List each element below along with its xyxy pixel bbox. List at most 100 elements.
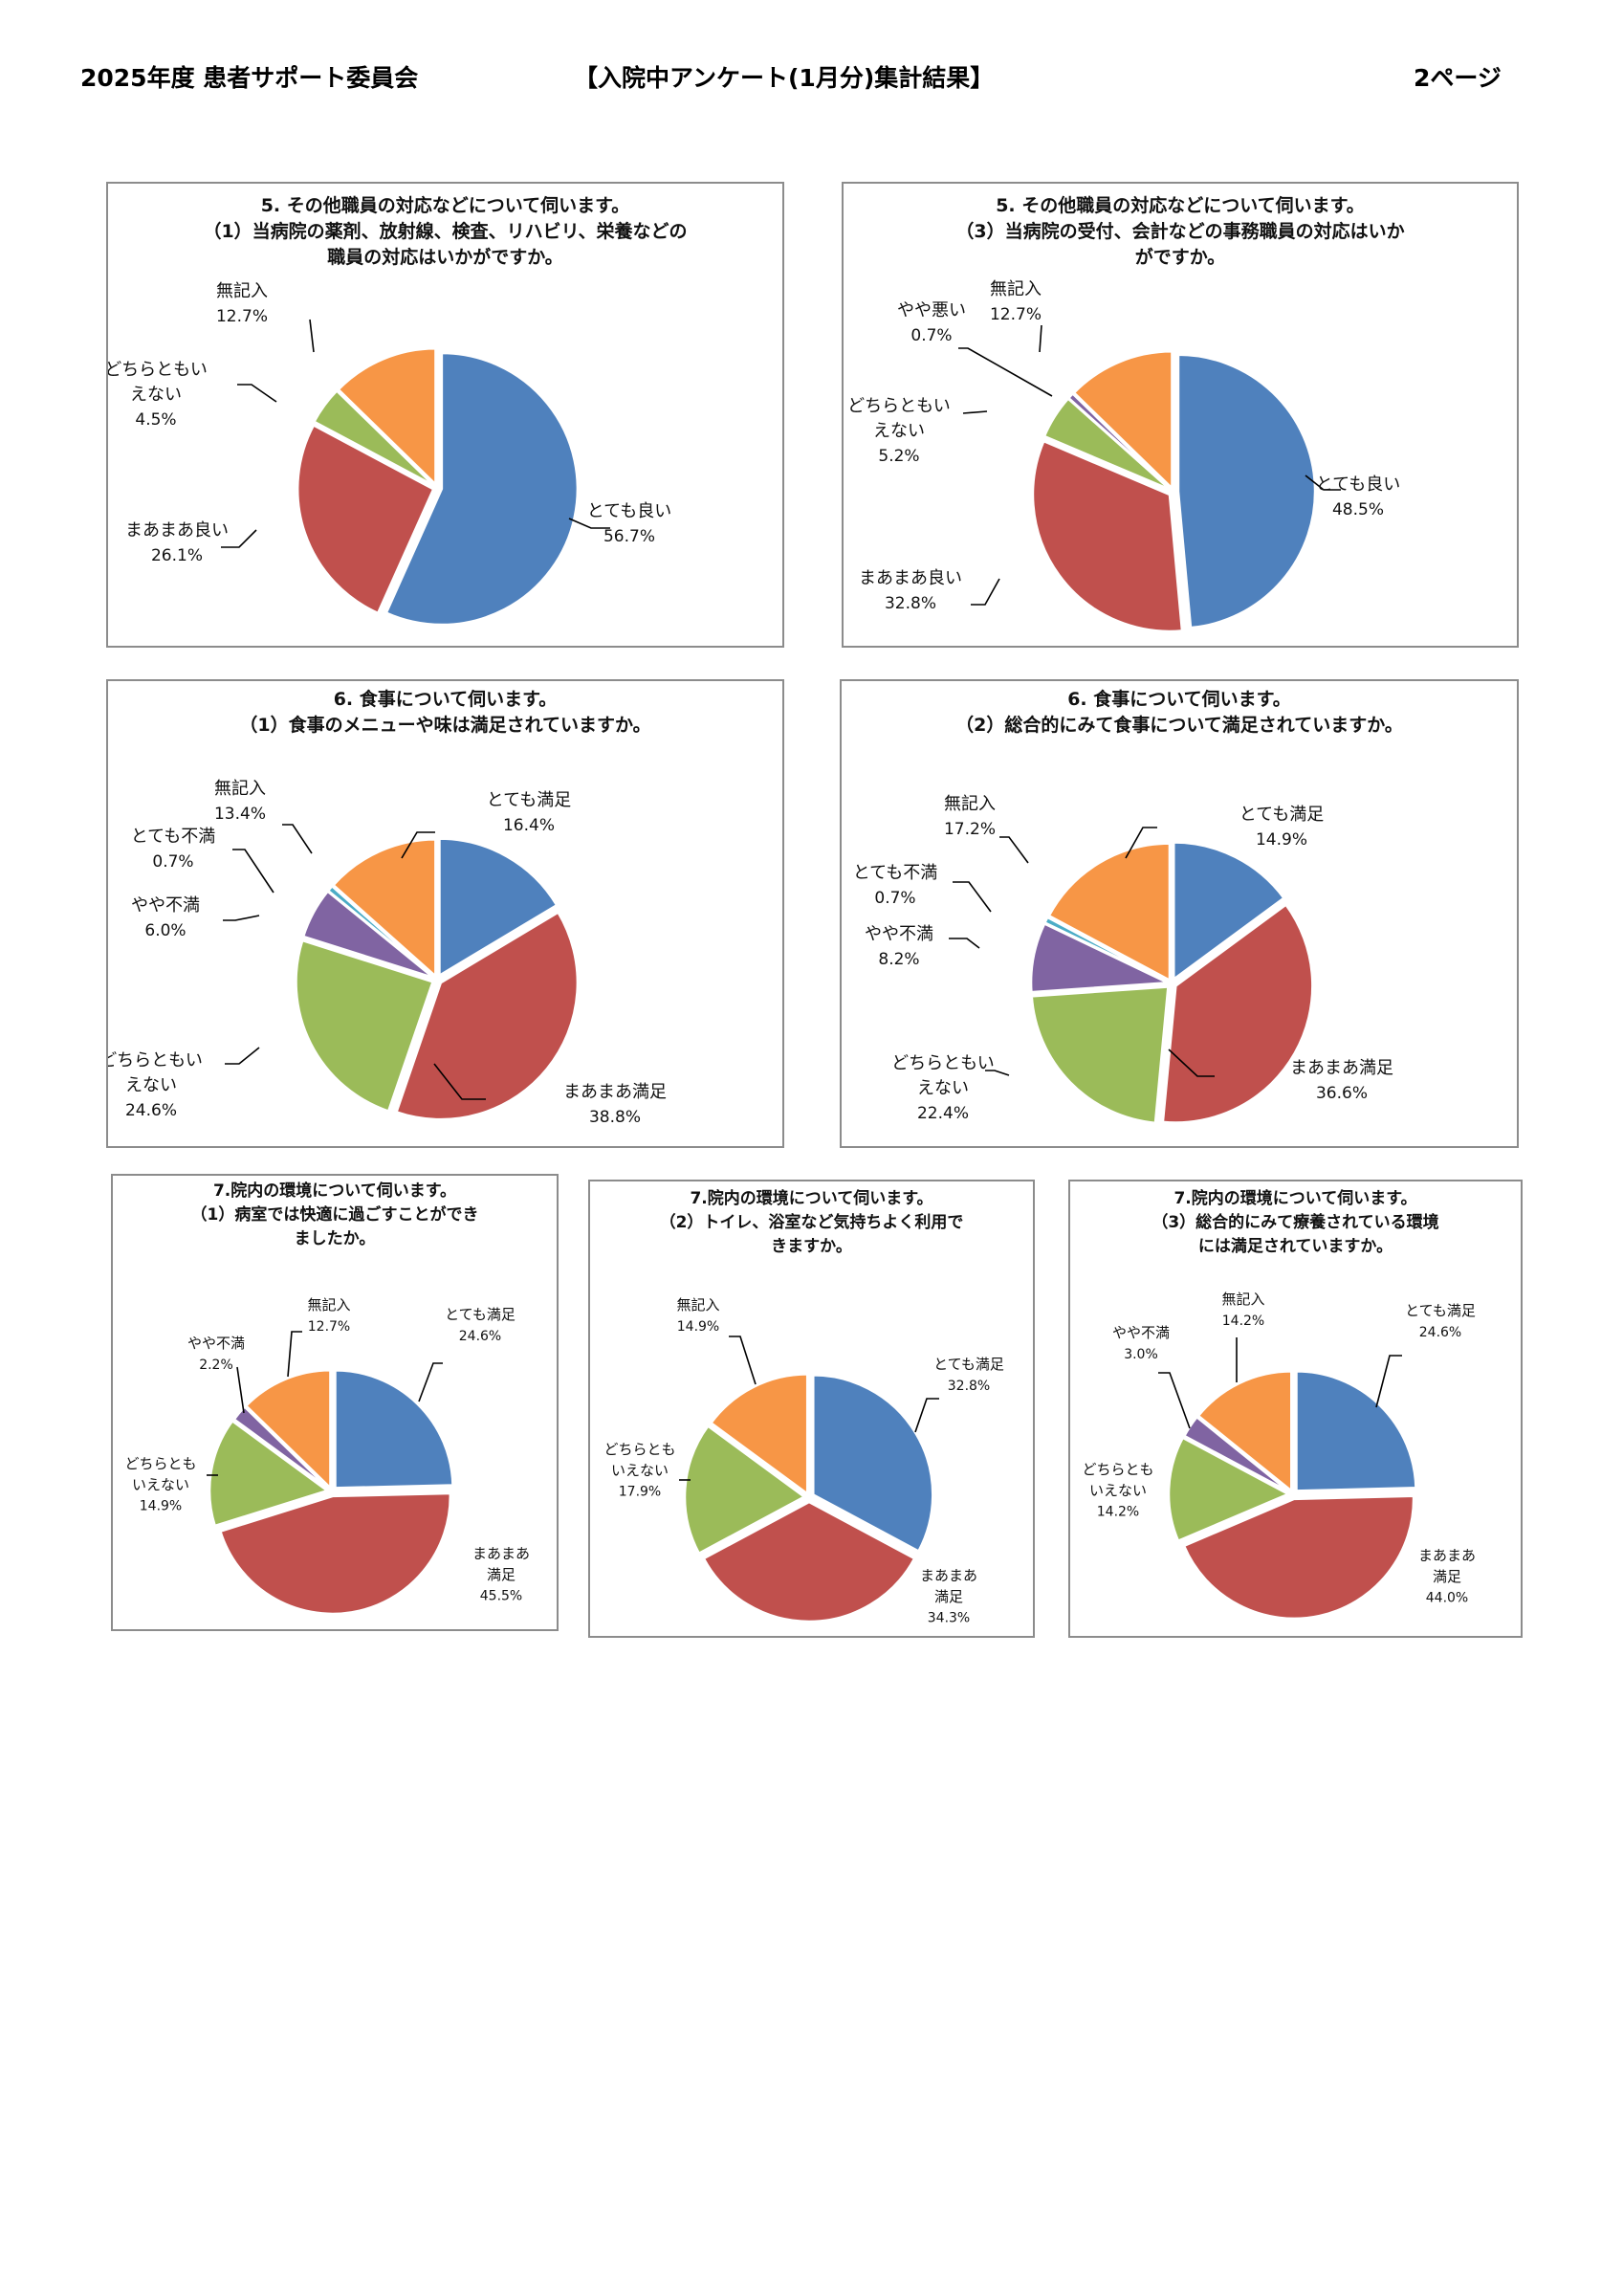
slice-value-label: 24.6% (459, 1329, 501, 1344)
slice-label: どちらともいえない (847, 396, 951, 441)
slice-value-label: 56.7% (603, 527, 655, 546)
slice-value-label: 26.1% (151, 546, 203, 565)
slice-label: とても満足 (1239, 805, 1325, 825)
slice-value-label: 12.7% (990, 305, 1042, 324)
slice-value-label: 32.8% (885, 594, 936, 613)
leader-line (225, 1047, 260, 1065)
slice-label: とても満足 (1405, 1302, 1476, 1319)
slice-value-label: 2.2% (199, 1358, 233, 1373)
pie-slice (312, 388, 435, 487)
slice-label: どちらともいえない (1082, 1461, 1153, 1499)
pie-slice (384, 351, 580, 627)
leader-line (971, 578, 1000, 606)
pie-chart-svg: とても良い 48.5% まあまあ良い 32.8% どちらともいえない 5.2% やや悪い 0.… (847, 279, 1401, 633)
slice-value-label: 3.0% (1124, 1347, 1158, 1362)
header-committee: 2025年度 患者サポート委員会 (80, 64, 419, 92)
chart-title: 6. 食事について伺います。 （1）食事のメニューや味は満足されていますか。 (239, 689, 651, 736)
leader-line (433, 1063, 486, 1100)
slice-label: 無記入 (676, 1296, 719, 1314)
leader-line (309, 319, 315, 353)
pie-slice (337, 347, 437, 488)
slice-value-label: 17.2% (944, 820, 996, 839)
slice-label: どちらともいえない (108, 1050, 203, 1095)
slice-label: まあまあ満足 (1418, 1547, 1476, 1585)
leader-line (958, 347, 1053, 397)
slice-label: 無記入 (216, 281, 268, 301)
slice-label: とても満足 (445, 1306, 515, 1323)
pie-slice (702, 1500, 916, 1623)
leader-line (1039, 324, 1042, 353)
leader-line (232, 849, 274, 894)
slice-label: とても満足 (933, 1356, 1004, 1373)
pie-slice (812, 1374, 934, 1554)
pie-slice (1182, 1415, 1291, 1493)
slice-value-label: 24.6% (125, 1101, 177, 1120)
leader-line (282, 824, 313, 854)
slice-value-label: 36.6% (1316, 1084, 1368, 1103)
chart-title: 7.院内の環境について伺います。 （1）病室では快適に過ごすことができ ましたか… (190, 1181, 479, 1248)
leader-line (1125, 827, 1157, 859)
header-report-title: 【入院中アンケート(1月分)集計結果】 (574, 64, 995, 92)
slice-value-label: 32.8% (948, 1379, 990, 1394)
pie-slice (1031, 439, 1184, 633)
slice-label: まあまあ良い (125, 520, 229, 541)
slice-value-label: 14.2% (1097, 1505, 1139, 1520)
pie-slice (1161, 902, 1314, 1124)
pie-slice (709, 1373, 809, 1496)
leader-line (237, 384, 277, 403)
leader-line (729, 1336, 757, 1385)
pie-slice (1066, 391, 1172, 491)
leader-line (999, 836, 1029, 864)
slice-label: 無記入 (307, 1296, 350, 1314)
pie-slice (1167, 1436, 1291, 1543)
slice-label: まあまあ満足 (563, 1082, 667, 1102)
pie-slice (1176, 353, 1317, 629)
leader-line (1305, 475, 1341, 491)
leader-line (221, 529, 257, 548)
leader-line (401, 831, 435, 859)
slice-value-label: 4.5% (135, 410, 176, 430)
slice-value-label: 48.5% (1332, 500, 1384, 519)
chart-title: 7.院内の環境について伺います。 （2）トイレ、浴室など気持ちよく利用で きます… (659, 1189, 964, 1256)
chart-title: 5. その他職員の対応などについて伺います。 （1）当病院の薬剤、放射線、検査、… (203, 195, 688, 268)
slice-label: とても良い (587, 501, 672, 521)
chart-q6-2: 6. 食事について伺います。 （2）総合的にみて食事について満足されていますか。… (840, 679, 1519, 1148)
slice-value-label: 34.3% (928, 1611, 970, 1626)
slice-value-label: 44.0% (1426, 1591, 1468, 1606)
slice-value-label: 13.4% (214, 805, 266, 824)
slice-label: どちらともいえない (108, 360, 208, 405)
leader-line (287, 1331, 302, 1378)
chart-q7-1: 7.院内の環境について伺います。 （1）病室では快適に過ごすことができ ましたか… (111, 1174, 559, 1631)
pie-slice (683, 1424, 807, 1556)
leader-line (236, 1366, 245, 1414)
chart-q6-1: 6. 食事について伺います。 （1）食事のメニューや味は満足されていますか。 とて… (106, 679, 784, 1148)
slice-label: 無記入 (990, 279, 1042, 299)
slice-label: まあまあ良い (859, 568, 962, 588)
pie-chart-svg: とても満足 24.6% まあまあ満足 44.0% どちらともいえない 14.2% やや不満 3… (1082, 1291, 1476, 1621)
slice-value-label: 0.7% (910, 326, 952, 345)
pie-slice (232, 1404, 330, 1490)
pie-chart-svg: とても満足 16.4% まあまあ満足 38.8% どちらともいえない 24.6% やや不満 6… (108, 779, 667, 1127)
slice-value-label: 22.4% (917, 1104, 969, 1123)
slice-value-label: 24.6% (1419, 1325, 1461, 1340)
pie-slice (1196, 1370, 1293, 1494)
pie-slice (295, 938, 435, 1114)
slice-label: やや不満 (187, 1335, 245, 1352)
pie-slice (218, 1491, 452, 1616)
pie-slice (208, 1419, 330, 1528)
slice-label: まあまあ満足 (920, 1567, 977, 1605)
pie-slice (1295, 1370, 1417, 1492)
pie-slice (1047, 842, 1172, 982)
slice-value-label: 12.7% (308, 1319, 350, 1335)
pie-slice (1182, 1494, 1415, 1621)
slice-label: とても良い (1316, 475, 1401, 495)
slice-label: まあまあ満足 (1290, 1058, 1393, 1078)
leader-line (1168, 1049, 1215, 1077)
leader-line (1158, 1372, 1191, 1429)
pie-chart-svg: とても良い 56.7% まあまあ良い 26.1% どちらともいえない 4.5% 無記入 12.… (108, 281, 672, 627)
slice-value-label: 0.7% (152, 852, 193, 872)
header-page-number: 2ページ (1414, 64, 1502, 92)
slice-label: やや不満 (865, 924, 933, 944)
pie-slice (1173, 841, 1286, 982)
slice-label: やや不満 (131, 895, 200, 916)
